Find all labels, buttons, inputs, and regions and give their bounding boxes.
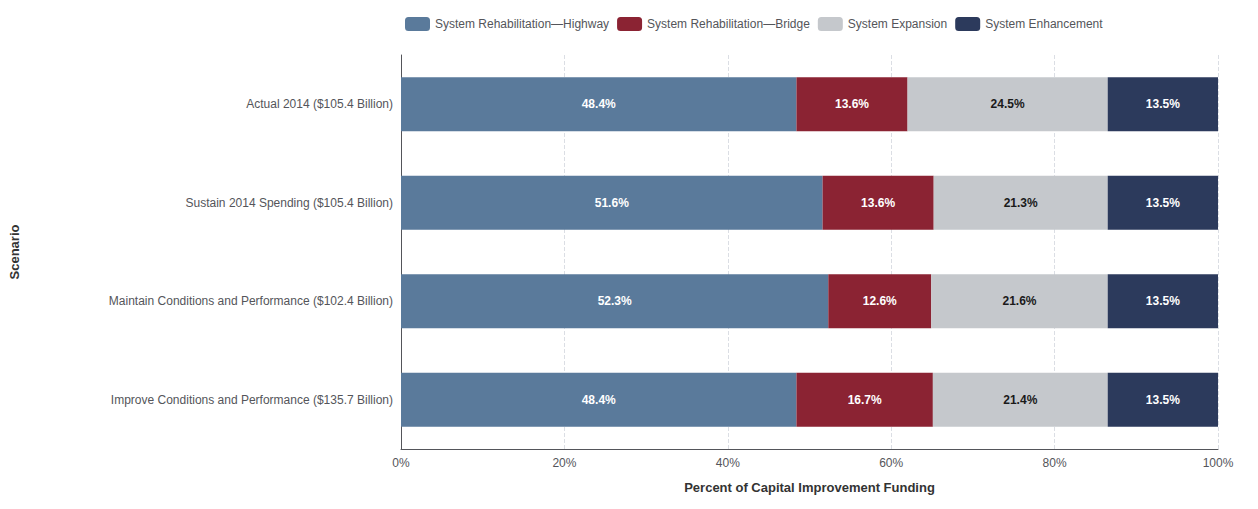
svg-text:Improve Conditions and Perform: Improve Conditions and Performance ($135… — [111, 393, 393, 407]
svg-text:System Rehabilitation—Highway: System Rehabilitation—Highway — [435, 17, 609, 31]
svg-text:0%: 0% — [392, 456, 410, 470]
svg-text:20%: 20% — [552, 456, 576, 470]
svg-text:System Expansion: System Expansion — [848, 17, 947, 31]
svg-text:24.5%: 24.5% — [991, 97, 1025, 111]
svg-text:13.5%: 13.5% — [1146, 393, 1180, 407]
svg-text:21.4%: 21.4% — [1003, 393, 1037, 407]
svg-text:60%: 60% — [879, 456, 903, 470]
svg-text:Scenario: Scenario — [7, 224, 22, 279]
svg-text:System Enhancement: System Enhancement — [985, 17, 1103, 31]
svg-text:13.5%: 13.5% — [1146, 97, 1180, 111]
svg-text:13.5%: 13.5% — [1146, 196, 1180, 210]
svg-text:Sustain 2014 Spending ($105.4: Sustain 2014 Spending ($105.4 Billion) — [186, 196, 393, 210]
svg-text:12.6%: 12.6% — [863, 294, 897, 308]
svg-text:21.3%: 21.3% — [1004, 196, 1038, 210]
svg-text:48.4%: 48.4% — [582, 393, 616, 407]
svg-text:80%: 80% — [1043, 456, 1067, 470]
svg-text:System Rehabilitation—Bridge: System Rehabilitation—Bridge — [647, 17, 810, 31]
svg-text:40%: 40% — [716, 456, 740, 470]
svg-text:Maintain Conditions and Perfor: Maintain Conditions and Performance ($10… — [109, 294, 393, 308]
svg-text:13.6%: 13.6% — [861, 196, 895, 210]
svg-text:48.4%: 48.4% — [582, 97, 616, 111]
svg-text:Actual 2014 ($105.4 Billion): Actual 2014 ($105.4 Billion) — [246, 97, 393, 111]
svg-text:51.6%: 51.6% — [595, 196, 629, 210]
svg-text:21.6%: 21.6% — [1002, 294, 1036, 308]
svg-text:Percent of Capital Improvement: Percent of Capital Improvement Funding — [684, 480, 935, 495]
svg-text:13.6%: 13.6% — [835, 97, 869, 111]
svg-text:16.7%: 16.7% — [848, 393, 882, 407]
svg-text:100%: 100% — [1203, 456, 1234, 470]
svg-text:13.5%: 13.5% — [1146, 294, 1180, 308]
svg-text:52.3%: 52.3% — [598, 294, 632, 308]
